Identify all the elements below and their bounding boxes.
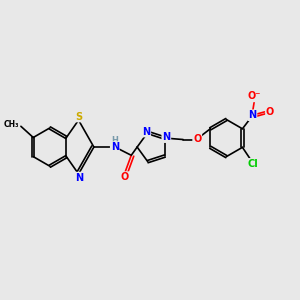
Text: N: N [248,110,256,120]
Text: N: N [162,132,170,142]
Text: O: O [121,172,129,182]
Text: N: N [111,142,119,152]
Text: N: N [142,127,150,136]
Text: O⁻: O⁻ [248,92,261,101]
Text: S: S [76,112,83,122]
Text: Cl: Cl [248,159,258,169]
Text: H: H [111,136,118,145]
Text: N: N [75,172,83,182]
Text: O: O [266,107,274,117]
Text: CH₃: CH₃ [4,120,20,129]
Text: O: O [193,134,201,144]
